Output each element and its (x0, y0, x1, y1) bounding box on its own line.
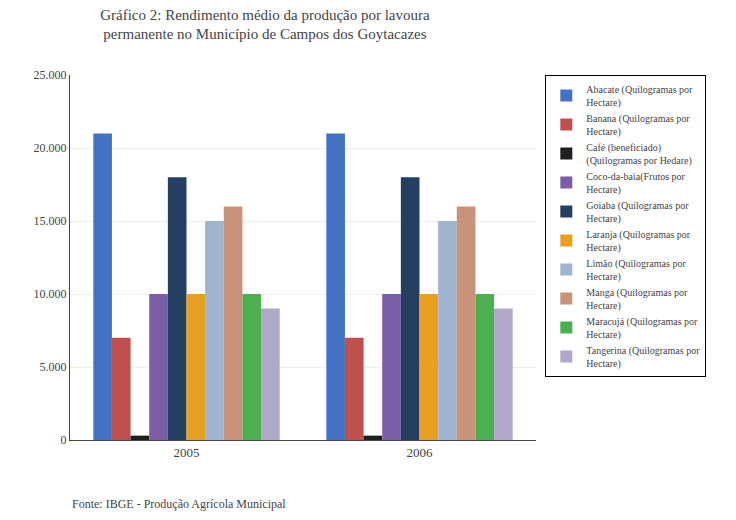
svg-text:Abacate (Quilogramas porHectar: Abacate (Quilogramas porHectare) (586, 84, 693, 109)
svg-text:Goiaba (Quilogramas porHectare: Goiaba (Quilogramas porHectare) (586, 200, 689, 225)
svg-text:Fonte: IBGE - Produção Agrícol: Fonte: IBGE - Produção Agrícola Municipa… (72, 497, 286, 511)
svg-text:10.000: 10.000 (34, 287, 67, 301)
svg-text:Tangerina (Quilogramas porHect: Tangerina (Quilogramas porHectare) (586, 345, 700, 370)
svg-text:25.000: 25.000 (34, 68, 67, 82)
svg-text:Laranja (Quilogramas porHectar: Laranja (Quilogramas porHectare) (586, 229, 691, 254)
svg-text:Coco-da-baia(Frutos porHectare: Coco-da-baia(Frutos porHectare) (586, 171, 685, 196)
svg-text:Banana (Quilogramas porHectare: Banana (Quilogramas porHectare) (586, 113, 690, 138)
svg-text:20.000: 20.000 (34, 141, 67, 155)
svg-text:Maracujá (Quilogramas porHecta: Maracujá (Quilogramas porHectare) (586, 316, 698, 341)
svg-text:5.000: 5.000 (40, 360, 67, 374)
svg-text:15.000: 15.000 (34, 214, 67, 228)
svg-text:Café (beneficiado)(Quilogramas: Café (beneficiado)(Quilogramas por Hedar… (586, 142, 692, 167)
svg-text:0: 0 (61, 433, 67, 447)
svg-text:Gráfico 2: Rendimento médio da: Gráfico 2: Rendimento médio da produção … (100, 7, 430, 43)
svg-text:2005: 2005 (174, 445, 200, 460)
svg-text:Limão (Quilogramas porHectare): Limão (Quilogramas porHectare) (586, 258, 686, 283)
svg-text:2006: 2006 (407, 445, 434, 460)
svg-text:Manga (Quilogramas porHectare): Manga (Quilogramas porHectare) (586, 287, 688, 312)
